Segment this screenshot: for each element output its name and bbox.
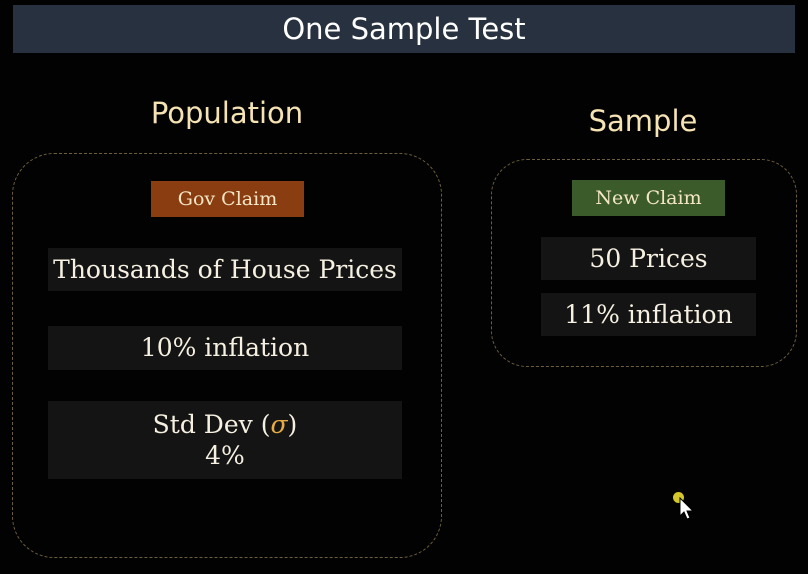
std-dev-value: 4% bbox=[205, 441, 245, 470]
population-item-house-prices: Thousands of House Prices bbox=[48, 248, 402, 291]
population-std-dev: Std Dev (σ) 4% bbox=[48, 401, 402, 479]
population-item-inflation: 10% inflation bbox=[48, 326, 402, 370]
std-dev-label: Std Dev ( bbox=[152, 409, 271, 439]
mouse-cursor-icon bbox=[679, 496, 695, 525]
population-heading: Population bbox=[150, 96, 304, 130]
sample-heading: Sample bbox=[588, 104, 698, 138]
std-dev-label-line: Std Dev (σ) bbox=[153, 409, 298, 440]
pointer-dot-icon bbox=[673, 492, 684, 503]
population-panel bbox=[12, 153, 442, 558]
sample-item-label: 50 Prices bbox=[589, 243, 708, 273]
sample-item-label: 11% inflation bbox=[564, 299, 733, 329]
sample-item-prices: 50 Prices bbox=[541, 237, 756, 280]
new-claim-tag: New Claim bbox=[572, 180, 725, 216]
population-item-label: 10% inflation bbox=[140, 333, 310, 363]
sigma-symbol: σ bbox=[270, 409, 288, 439]
gov-claim-tag: Gov Claim bbox=[151, 181, 304, 217]
slide-title-text: One Sample Test bbox=[282, 12, 526, 46]
sample-panel bbox=[491, 159, 797, 367]
population-item-label: Thousands of House Prices bbox=[53, 254, 397, 284]
sample-item-inflation: 11% inflation bbox=[541, 293, 756, 336]
std-dev-close-paren: ) bbox=[287, 409, 298, 439]
slide-title: One Sample Test bbox=[13, 5, 795, 53]
